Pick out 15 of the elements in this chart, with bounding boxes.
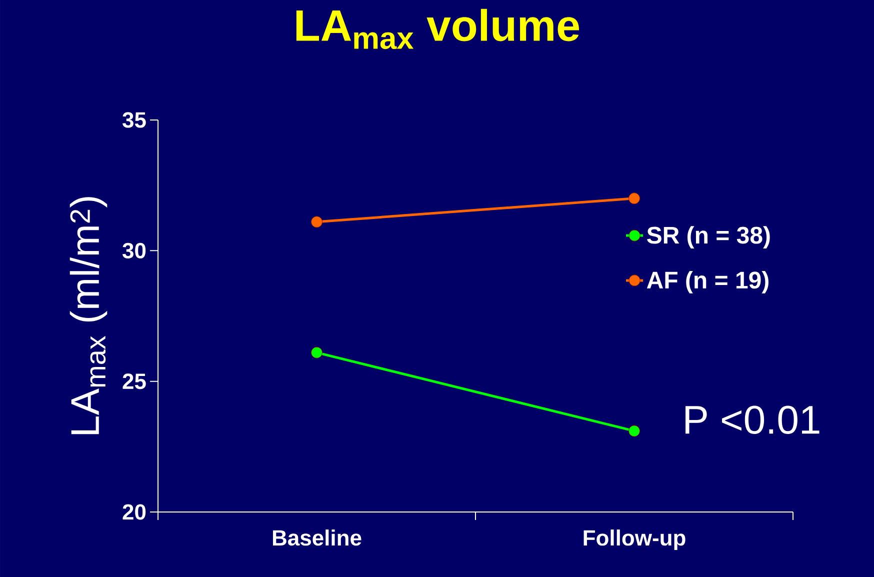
y-tick-label: 20	[122, 504, 146, 520]
legend-label: AF (n = 19)	[646, 270, 768, 294]
chart-title: LA$_{max}$ volume	[296, 8, 580, 50]
point	[311, 216, 323, 228]
point	[311, 346, 323, 358]
y-tick-label: 35	[122, 112, 146, 128]
y-tick-label: 25	[122, 374, 146, 390]
x-tick-label: Follow-up	[584, 530, 686, 550]
point	[628, 425, 640, 437]
annotation: P <0.01	[686, 406, 820, 434]
y-axis-title: LA$_{max}$ (ml/m$^{2}$)	[70, 197, 108, 434]
x-tick-label: Baseline	[272, 530, 362, 546]
y-tick-label: 30	[122, 242, 146, 258]
legend-label: SR (n = 38)	[647, 226, 770, 248]
point	[628, 192, 640, 204]
